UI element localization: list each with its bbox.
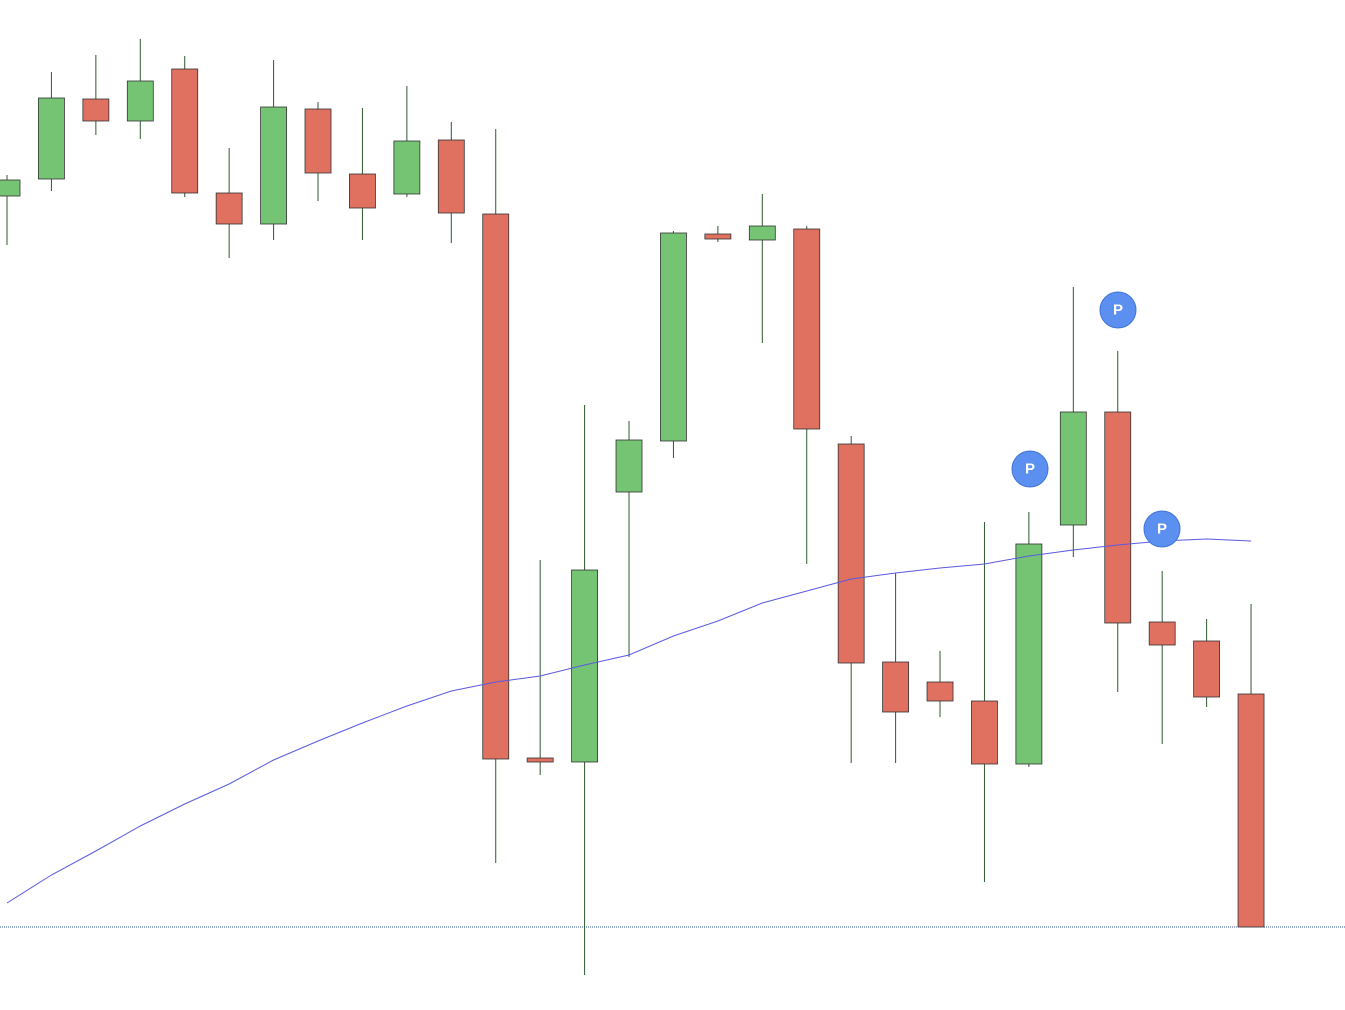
badge-circle — [1011, 450, 1049, 488]
badge-circle — [1143, 510, 1181, 548]
candle-body — [1148, 621, 1176, 646]
annotation-badge: P — [1099, 291, 1137, 329]
badge-label: P — [1157, 521, 1167, 538]
candle-body — [1237, 693, 1265, 928]
candle-body — [748, 225, 776, 241]
candle-body — [260, 106, 287, 225]
candle-body — [1104, 411, 1132, 624]
candle-body — [1059, 411, 1087, 526]
candle-body — [38, 97, 65, 180]
candle-body — [526, 757, 554, 763]
candle-body — [171, 68, 199, 194]
candle-body — [1193, 640, 1221, 698]
badge-label: P — [1113, 302, 1123, 319]
candle-body — [926, 681, 954, 702]
candle-body — [882, 661, 909, 713]
candle-body — [1015, 543, 1043, 765]
candle-body — [971, 700, 998, 765]
candle-body — [393, 140, 421, 195]
candle-body — [837, 443, 865, 664]
annotation-badge: P — [1143, 510, 1181, 548]
candle-body — [482, 213, 510, 760]
candle-body — [82, 98, 110, 122]
candle-body — [126, 80, 154, 122]
candle-body — [615, 439, 643, 493]
candle-body — [215, 192, 243, 225]
candle-body — [349, 173, 376, 209]
candle-body — [0, 179, 21, 197]
plot-area — [0, 39, 1345, 975]
candle-body — [571, 569, 598, 763]
moving-average-line — [6, 538, 1252, 904]
annotation-badge: P — [1011, 450, 1049, 488]
candle-body — [304, 108, 332, 174]
candle-body — [437, 139, 465, 214]
badge-label: P — [1025, 461, 1035, 478]
candle-body — [660, 232, 687, 442]
candle-body — [793, 228, 821, 430]
badge-circle — [1099, 291, 1137, 329]
candle-body — [704, 233, 732, 240]
